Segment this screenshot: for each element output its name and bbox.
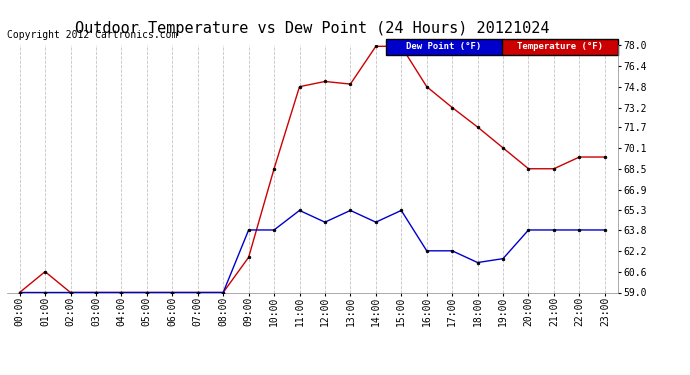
Text: Copyright 2012 Cartronics.com: Copyright 2012 Cartronics.com	[7, 30, 177, 40]
Title: Outdoor Temperature vs Dew Point (24 Hours) 20121024: Outdoor Temperature vs Dew Point (24 Hou…	[75, 21, 549, 36]
